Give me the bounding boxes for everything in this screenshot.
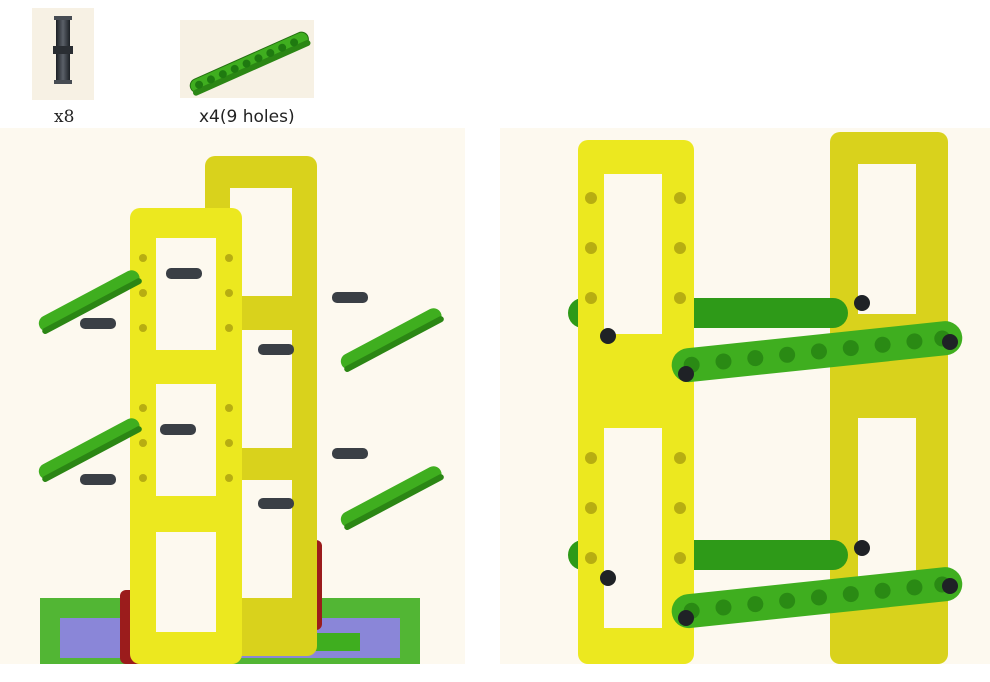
assembled-back-column <box>830 132 948 664</box>
pin-quantity: x8 <box>54 107 75 127</box>
assembled-view <box>500 128 990 664</box>
beam-thumbnail <box>180 20 314 98</box>
pin-icon <box>53 16 73 84</box>
pin-thumbnail <box>32 8 94 100</box>
exploded-pins <box>80 268 368 509</box>
exploded-view <box>0 128 465 664</box>
beam-icon <box>189 31 311 96</box>
exploded-beams <box>38 270 444 530</box>
assembled-pins <box>600 295 958 626</box>
beam-quantity: x4(9 holes) <box>199 107 295 127</box>
front-frame-column <box>130 208 242 664</box>
assembled-beams-front <box>671 321 963 629</box>
assembled-front-column <box>578 140 694 664</box>
